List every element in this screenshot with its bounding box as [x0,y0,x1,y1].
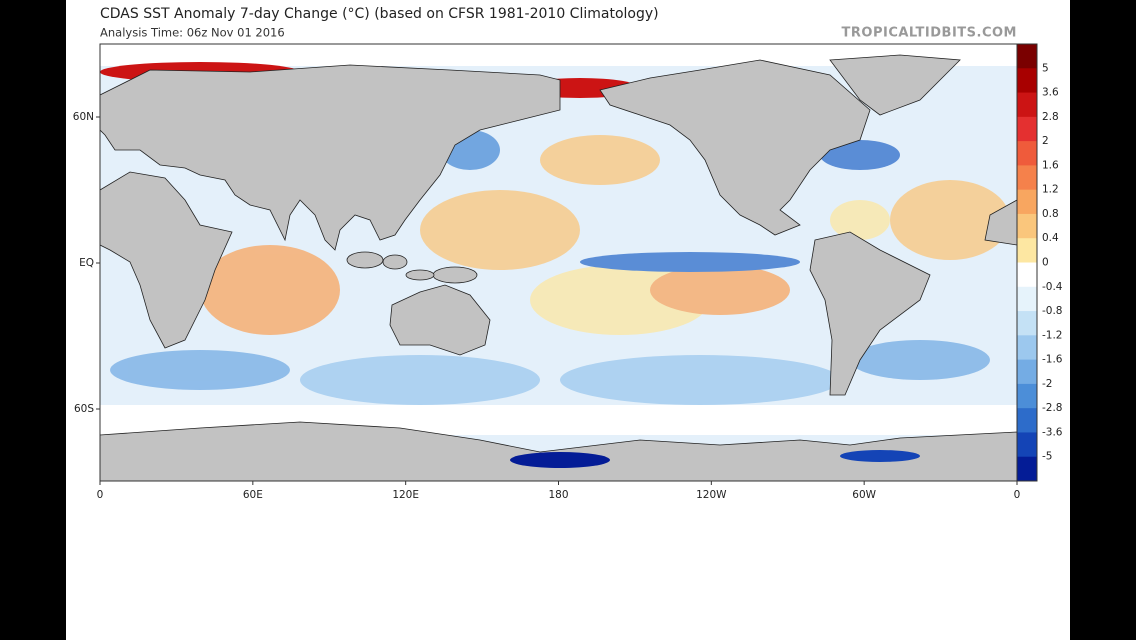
right-bar [1070,0,1136,640]
colorbar-label: -1.2 [1042,329,1063,341]
lon-label: 180 [548,489,568,501]
colorbar-label: 0.8 [1042,208,1059,220]
map-axes: 0 60E 120E 180 120W 60W 0 60N EQ 60S [73,111,1021,501]
title: CDAS SST Anomaly 7-day Change (°C) (base… [100,6,659,22]
colorbar-label: -3.6 [1042,426,1063,438]
map [99,43,1018,482]
colorbar-label: -2.8 [1042,402,1063,414]
colorbar-swatch [1017,165,1037,191]
colorbar-label: -0.4 [1042,281,1063,293]
colorbar-label: -1.6 [1042,354,1063,366]
colorbar-frame [1016,43,1038,482]
lon-label: 120W [696,489,727,501]
colorbar-swatch [1017,408,1037,433]
colorbar-swatch [1017,335,1037,361]
colorbar-label: 3.6 [1042,87,1059,99]
lat-label: EQ [79,257,94,269]
colorbar-swatch [1017,359,1037,385]
colorbar-swatch [1017,383,1037,409]
colorbar-label: 0 [1042,257,1049,269]
colorbar-swatch [1017,68,1037,94]
colorbar-swatch [1017,141,1037,166]
colorbar-label: 2 [1042,135,1049,147]
colorbar-swatch [1017,262,1037,288]
colorbar-label: -0.8 [1042,305,1063,317]
colorbar-swatch [1017,286,1037,312]
colorbar-label: 2.8 [1042,111,1059,123]
lat-label: 60N [73,111,94,123]
lon-label: 60W [852,489,876,501]
colorbar-label: 0.4 [1042,232,1059,244]
lon-label: 0 [97,489,104,501]
lon-label: 120E [392,489,419,501]
watermark: TROPICALTIDBITS.COM [842,26,1017,41]
lon-label: 60E [243,489,263,501]
colorbar-swatch [1017,116,1037,142]
subtitle: Analysis Time: 06z Nov 01 2016 [100,26,285,40]
colorbar-label: -5 [1042,451,1052,463]
colorbar-label: 1.6 [1042,159,1059,171]
lon-label: 0 [1014,489,1021,501]
colorbar-swatch [1017,44,1037,69]
colorbar-swatch [1017,456,1037,482]
colorbar-label: -2 [1042,378,1052,390]
lat-label: 60S [74,403,94,415]
colorbar-swatch [1017,432,1037,458]
colorbar-swatch [1017,311,1037,336]
colorbar-swatch [1017,92,1037,118]
colorbar-swatch [1017,238,1037,263]
left-bar [0,0,66,640]
colorbar-label: 5 [1042,62,1049,74]
colorbar-swatch [1017,189,1037,215]
colorbar: 5 3.6 2.8 2 1.6 1.2 0.8 0.4 0 -0.4 -0.8 -1.2 -1.6 -2 -… [1016,43,1063,482]
colorbar-label: 1.2 [1042,184,1059,196]
colorbar-swatch [1017,213,1037,239]
